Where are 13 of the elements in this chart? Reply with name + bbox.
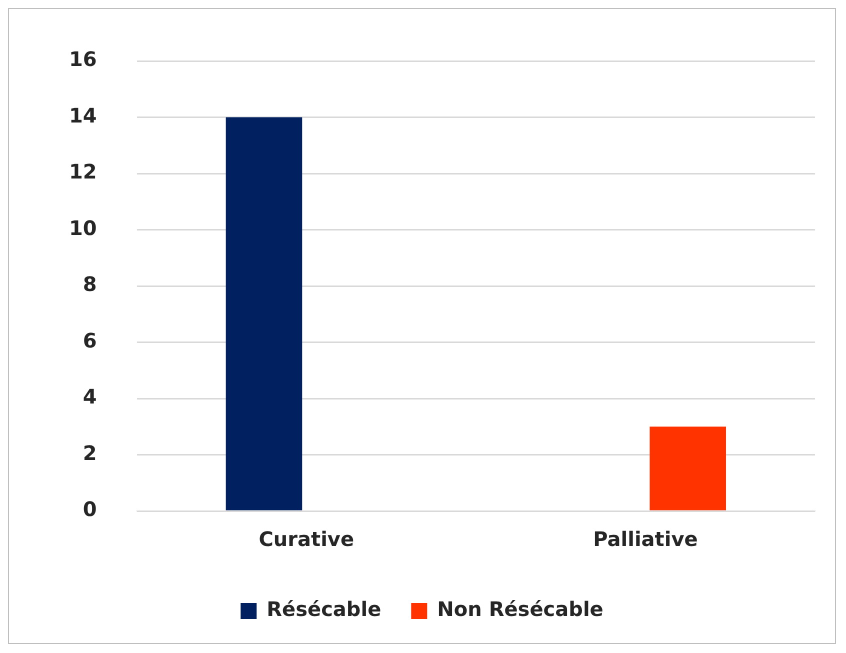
y-tick-label: 4 (82, 384, 97, 409)
y-tick-label: 2 (82, 440, 97, 465)
y-tick-label: 0 (82, 497, 97, 522)
y-tick-label: 6 (82, 328, 97, 352)
legend-label: Résécable (266, 597, 382, 622)
y-tick-label: 16 (68, 47, 97, 72)
y-tick-label: 8 (82, 272, 97, 296)
y-tick-label: 10 (68, 216, 97, 240)
x-tick-label: Palliative (593, 527, 698, 552)
x-tick-label: Curative (258, 527, 354, 552)
y-tick-label: 12 (68, 160, 97, 184)
y-tick-label: 14 (68, 103, 97, 128)
legend-label: Non Résécable (437, 597, 604, 622)
